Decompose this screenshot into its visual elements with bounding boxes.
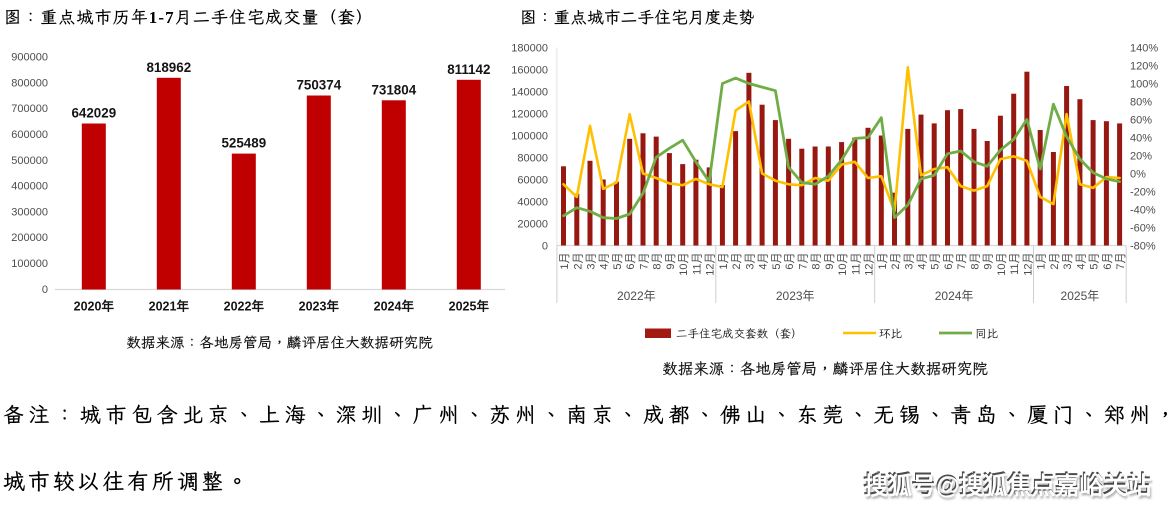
svg-text:7月: 7月	[639, 253, 651, 270]
svg-text:800000: 800000	[11, 77, 48, 89]
svg-text:1月: 1月	[559, 253, 571, 270]
svg-text:40%: 40%	[1130, 132, 1152, 144]
svg-text:10月: 10月	[996, 253, 1008, 276]
svg-text:3月: 3月	[903, 253, 915, 270]
svg-text:2022年: 2022年	[617, 289, 656, 303]
svg-text:数据来源：各地房管局，麟评居住大数据研究院: 数据来源：各地房管局，麟评居住大数据研究院	[126, 335, 433, 352]
svg-text:40000: 40000	[517, 196, 548, 208]
svg-text:600000: 600000	[11, 129, 48, 141]
svg-text:140%: 140%	[1130, 42, 1158, 54]
svg-text:2月: 2月	[890, 253, 902, 270]
svg-text:60%: 60%	[1130, 114, 1152, 126]
svg-text:10月: 10月	[837, 253, 849, 276]
svg-text:4月: 4月	[917, 253, 929, 270]
svg-text:-20%: -20%	[1130, 186, 1156, 198]
svg-text:-40%: -40%	[1130, 204, 1156, 216]
svg-text:环比: 环比	[879, 329, 902, 341]
svg-text:2025年: 2025年	[1061, 289, 1100, 303]
svg-text:2021年: 2021年	[149, 299, 190, 314]
svg-text:2023年: 2023年	[299, 299, 340, 314]
svg-text:9月: 9月	[824, 253, 836, 270]
svg-text:2020年: 2020年	[74, 299, 115, 314]
svg-text:1月: 1月	[718, 253, 730, 270]
svg-text:7月: 7月	[797, 253, 809, 270]
svg-text:12月: 12月	[864, 253, 876, 276]
svg-text:80000: 80000	[517, 152, 548, 164]
svg-text:20000: 20000	[517, 218, 548, 230]
svg-text:6月: 6月	[625, 253, 637, 270]
svg-text:200000: 200000	[11, 232, 48, 244]
svg-text:2月: 2月	[572, 253, 584, 270]
svg-text:1月: 1月	[1036, 253, 1048, 270]
svg-text:60000: 60000	[517, 174, 548, 186]
svg-text:2024年: 2024年	[374, 299, 415, 314]
svg-text:5月: 5月	[771, 253, 783, 270]
svg-text:11月: 11月	[1009, 252, 1021, 274]
svg-text:3月: 3月	[744, 253, 756, 270]
svg-text:-60%: -60%	[1130, 222, 1156, 234]
svg-text:750374: 750374	[296, 78, 341, 93]
svg-text:9月: 9月	[665, 253, 677, 270]
svg-text:3月: 3月	[1062, 253, 1074, 270]
svg-text:1月: 1月	[877, 253, 889, 270]
svg-text:120000: 120000	[511, 108, 548, 120]
svg-text:5月: 5月	[1089, 253, 1101, 270]
svg-text:8月: 8月	[811, 253, 823, 270]
svg-text:8月: 8月	[652, 253, 664, 270]
svg-text:3月: 3月	[586, 253, 598, 270]
svg-text:4月: 4月	[758, 253, 770, 270]
svg-text:500000: 500000	[11, 155, 48, 167]
svg-text:12月: 12月	[705, 253, 717, 276]
svg-text:2024年: 2024年	[935, 289, 974, 303]
svg-text:8月: 8月	[970, 253, 982, 270]
svg-text:2025年: 2025年	[449, 299, 490, 314]
svg-text:4月: 4月	[599, 253, 611, 270]
svg-text:642029: 642029	[71, 106, 116, 121]
svg-text:180000: 180000	[511, 42, 548, 54]
svg-text:-80%: -80%	[1130, 240, 1156, 252]
svg-text:11月: 11月	[850, 253, 862, 275]
svg-text:400000: 400000	[11, 181, 48, 193]
svg-text:0: 0	[42, 284, 48, 296]
svg-text:2月: 2月	[1049, 253, 1061, 270]
svg-text:7月: 7月	[1115, 253, 1127, 270]
svg-text:5月: 5月	[930, 253, 942, 270]
svg-text:140000: 140000	[511, 86, 548, 98]
svg-text:900000: 900000	[11, 52, 48, 64]
svg-text:80%: 80%	[1130, 96, 1152, 108]
svg-text:5月: 5月	[612, 253, 624, 270]
svg-text:12月: 12月	[1022, 253, 1034, 276]
svg-text:6月: 6月	[784, 253, 796, 270]
svg-text:731804: 731804	[371, 82, 416, 97]
svg-text:160000: 160000	[511, 64, 548, 76]
svg-text:10月: 10月	[678, 253, 690, 276]
svg-text:100000: 100000	[511, 130, 548, 142]
svg-text:700000: 700000	[11, 103, 48, 115]
svg-text:100000: 100000	[11, 258, 48, 270]
svg-text:6月: 6月	[1102, 253, 1114, 270]
svg-text:120%: 120%	[1130, 60, 1158, 72]
svg-text:300000: 300000	[11, 206, 48, 218]
svg-text:818962: 818962	[146, 60, 191, 75]
svg-text:811142: 811142	[447, 62, 490, 77]
svg-text:11月: 11月	[691, 253, 703, 275]
svg-text:525489: 525489	[221, 136, 266, 151]
svg-text:6月: 6月	[943, 253, 955, 270]
svg-text:二手住宅成交套数（套）: 二手住宅成交套数（套）	[676, 328, 803, 341]
svg-text:数据来源：各地房管局，麟评居住大数据研究院: 数据来源：各地房管局，麟评居住大数据研究院	[662, 360, 988, 378]
svg-text:9月: 9月	[983, 253, 995, 270]
svg-text:20%: 20%	[1130, 150, 1152, 162]
svg-text:0: 0	[542, 240, 548, 252]
svg-text:7月: 7月	[956, 253, 968, 270]
svg-text:2023年: 2023年	[776, 289, 815, 303]
svg-text:100%: 100%	[1130, 78, 1158, 90]
svg-text:4月: 4月	[1075, 253, 1087, 270]
svg-text:同比: 同比	[975, 329, 998, 341]
svg-text:2022年: 2022年	[224, 299, 265, 314]
svg-text:0%: 0%	[1130, 168, 1146, 180]
svg-text:2月: 2月	[731, 253, 743, 270]
